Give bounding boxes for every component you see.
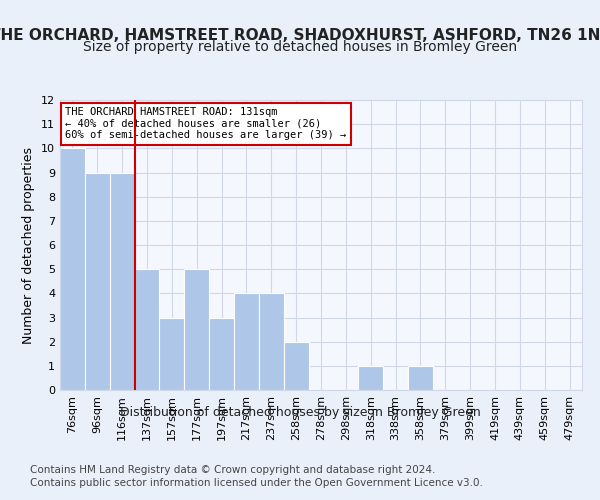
Bar [358, 366, 383, 390]
Bar [234, 294, 259, 390]
Bar [184, 269, 209, 390]
Bar [85, 172, 110, 390]
Bar [284, 342, 308, 390]
Bar [259, 294, 284, 390]
Text: Size of property relative to detached houses in Bromley Green: Size of property relative to detached ho… [83, 40, 517, 54]
Bar [134, 269, 160, 390]
Text: Distribution of detached houses by size in Bromley Green: Distribution of detached houses by size … [119, 406, 481, 419]
Bar [408, 366, 433, 390]
Y-axis label: Number of detached properties: Number of detached properties [22, 146, 35, 344]
Bar [160, 318, 184, 390]
Bar [209, 318, 234, 390]
Text: Contains public sector information licensed under the Open Government Licence v3: Contains public sector information licen… [30, 478, 483, 488]
Bar [60, 148, 85, 390]
Text: Contains HM Land Registry data © Crown copyright and database right 2024.: Contains HM Land Registry data © Crown c… [30, 465, 436, 475]
Text: THE ORCHARD, HAMSTREET ROAD, SHADOXHURST, ASHFORD, TN26 1NL: THE ORCHARD, HAMSTREET ROAD, SHADOXHURST… [0, 28, 600, 42]
Text: THE ORCHARD HAMSTREET ROAD: 131sqm
← 40% of detached houses are smaller (26)
60%: THE ORCHARD HAMSTREET ROAD: 131sqm ← 40%… [65, 108, 346, 140]
Bar [110, 172, 134, 390]
